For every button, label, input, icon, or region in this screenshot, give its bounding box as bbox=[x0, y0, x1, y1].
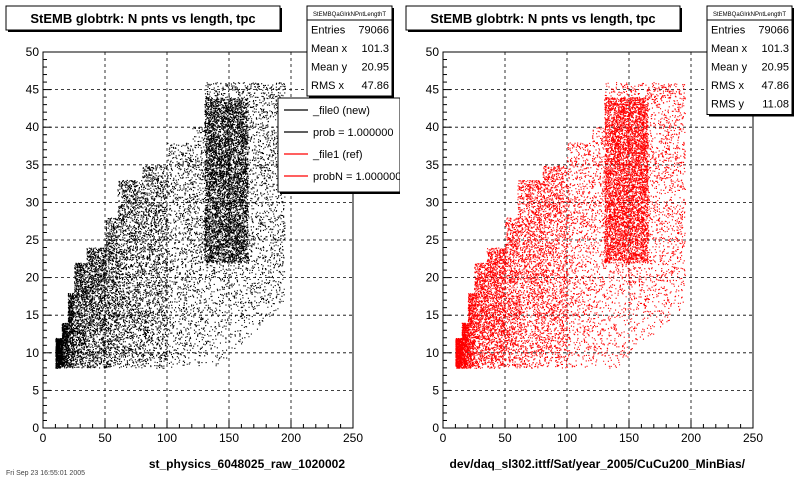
y-tick-label: 30 bbox=[426, 195, 440, 209]
y-tick-label: 20 bbox=[26, 271, 40, 285]
legend-entry-label: _file1 (ref) bbox=[312, 149, 363, 161]
x-tick-label: 50 bbox=[98, 431, 112, 445]
stats-row-label: Entries bbox=[311, 25, 346, 37]
legend-entry-label: probN = 1.000000 bbox=[313, 171, 400, 183]
stats-row-value: 47.86 bbox=[761, 80, 789, 92]
x-tick-label: 100 bbox=[557, 431, 577, 445]
x-tick-label: 0 bbox=[440, 431, 447, 445]
y-tick-label: 50 bbox=[26, 45, 40, 59]
x-tick-label: 0 bbox=[40, 431, 47, 445]
left-scatter-chart: 0 50 100 150 200 250 0 5 10 15 20 25 30 35 40 45 50 st_ph… bbox=[5, 5, 400, 471]
y-tick-label: 40 bbox=[26, 120, 40, 134]
axes bbox=[442, 51, 754, 429]
chart-title: StEMB globtrk: N pnts vs length, tpc bbox=[430, 11, 655, 26]
x-tick-label: 50 bbox=[498, 431, 512, 445]
grid-lines bbox=[443, 52, 753, 428]
stats-row-label: Mean y bbox=[311, 62, 348, 74]
stats-row-label: RMS x bbox=[311, 80, 345, 92]
stats-box-frame bbox=[306, 5, 393, 97]
scatter-point-cloud bbox=[455, 82, 686, 369]
title-box-shadow bbox=[680, 8, 682, 32]
x-axis-label: st_physics_6048025_raw_1020002 bbox=[149, 457, 345, 471]
stats-row-value: 11.08 bbox=[762, 99, 789, 111]
y-tick-label: 25 bbox=[426, 233, 440, 247]
title-box-shadow bbox=[408, 30, 682, 32]
stats-box: StEMBQaGlrkNPntLengthT Entries 79066 Mean x… bbox=[306, 5, 394, 98]
stats-row-label: Entries bbox=[711, 25, 746, 37]
stats-box-shadow bbox=[309, 96, 394, 98]
x-tick-label: 100 bbox=[157, 431, 177, 445]
y-tick-label: 10 bbox=[426, 346, 440, 360]
stats-row-label: RMS y bbox=[711, 99, 745, 111]
stats-row-value: 20.95 bbox=[761, 62, 789, 74]
legend-entry-label: _file0 (new) bbox=[312, 105, 370, 117]
footer-stamp: Fri Sep 23 16:55:01 2005 bbox=[6, 470, 86, 477]
x-tick-label: 150 bbox=[219, 431, 239, 445]
axes bbox=[42, 51, 354, 429]
stats-box: StEMBQaGlrkNPntLengthT Entries 79066 Mean x… bbox=[706, 5, 794, 117]
y-tick-label: 5 bbox=[32, 383, 39, 397]
right-histogram-pad: 0 50 100 150 200 250 0 5 10 15 20 25 30 35 40 45 50 dev/d… bbox=[400, 0, 800, 480]
x-tick-label: 250 bbox=[743, 431, 763, 445]
stats-row-value: 20.95 bbox=[361, 62, 389, 74]
y-tick-label: 40 bbox=[426, 120, 440, 134]
y-tick-label: 5 bbox=[432, 383, 439, 397]
y-tick-label: 10 bbox=[26, 346, 40, 360]
chart-title: StEMB globtrk: N pnts vs length, tpc bbox=[30, 11, 255, 26]
stats-row-value: 101.3 bbox=[761, 43, 789, 55]
stats-box-name: StEMBQaGlrkNPntLengthT bbox=[713, 12, 786, 18]
y-tick-label: 35 bbox=[26, 158, 40, 172]
x-tick-label: 200 bbox=[281, 431, 301, 445]
stats-box-shadow bbox=[709, 114, 794, 117]
stats-box-shadow bbox=[792, 8, 794, 117]
stats-row-value: 79066 bbox=[758, 25, 789, 37]
scatter-points bbox=[55, 82, 286, 369]
y-tick-label: 45 bbox=[26, 83, 40, 97]
x-tick-label: 250 bbox=[343, 431, 363, 445]
stats-row-label: Mean x bbox=[711, 43, 748, 55]
y-tick-label: 25 bbox=[26, 233, 40, 247]
y-tick-label: 20 bbox=[426, 271, 440, 285]
stats-row-label: RMS x bbox=[711, 80, 745, 92]
y-tick-label: 0 bbox=[432, 421, 439, 435]
stats-row-label: Mean y bbox=[711, 62, 748, 74]
legend-entry-label: prob = 1.000000 bbox=[313, 127, 393, 139]
stats-box-frame bbox=[706, 5, 793, 115]
y-tick-label: 0 bbox=[32, 421, 39, 435]
x-tick-label: 150 bbox=[619, 431, 639, 445]
scatter-point-cloud bbox=[55, 82, 286, 369]
y-tick-label: 45 bbox=[426, 83, 440, 97]
title-box-shadow bbox=[280, 8, 282, 32]
stats-row-value: 79066 bbox=[358, 25, 389, 37]
left-histogram-pad: 0 50 100 150 200 250 0 5 10 15 20 25 30 35 40 45 50 st_ph… bbox=[5, 5, 400, 471]
stats-box-shadow bbox=[392, 8, 394, 98]
y-tick-label: 15 bbox=[426, 308, 440, 322]
stats-row-value: 101.3 bbox=[361, 43, 389, 55]
y-tick-label: 30 bbox=[26, 195, 40, 209]
y-tick-label: 35 bbox=[426, 158, 440, 172]
y-tick-label: 50 bbox=[426, 45, 440, 59]
title-box bbox=[5, 5, 281, 31]
title-box-shadow bbox=[8, 30, 282, 32]
x-axis-label: dev/daq_sl302.ittf/Sat/year_2005/CuCu200… bbox=[450, 457, 746, 471]
stats-row-value: 47.86 bbox=[361, 80, 389, 92]
y-tick-label: 15 bbox=[26, 308, 40, 322]
grid-lines bbox=[43, 52, 353, 428]
x-tick-label: 200 bbox=[681, 431, 701, 445]
legend-box: _file0 (new) prob = 1.000000 _file1 (ref) p… bbox=[277, 97, 400, 194]
right-scatter-chart: 0 50 100 150 200 250 0 5 10 15 20 25 30 35 40 45 50 dev/d… bbox=[405, 5, 794, 471]
stats-box-name: StEMBQaGlrkNPntLengthT bbox=[313, 12, 386, 18]
stats-row-label: Mean x bbox=[311, 43, 348, 55]
scatter-points bbox=[455, 82, 686, 369]
